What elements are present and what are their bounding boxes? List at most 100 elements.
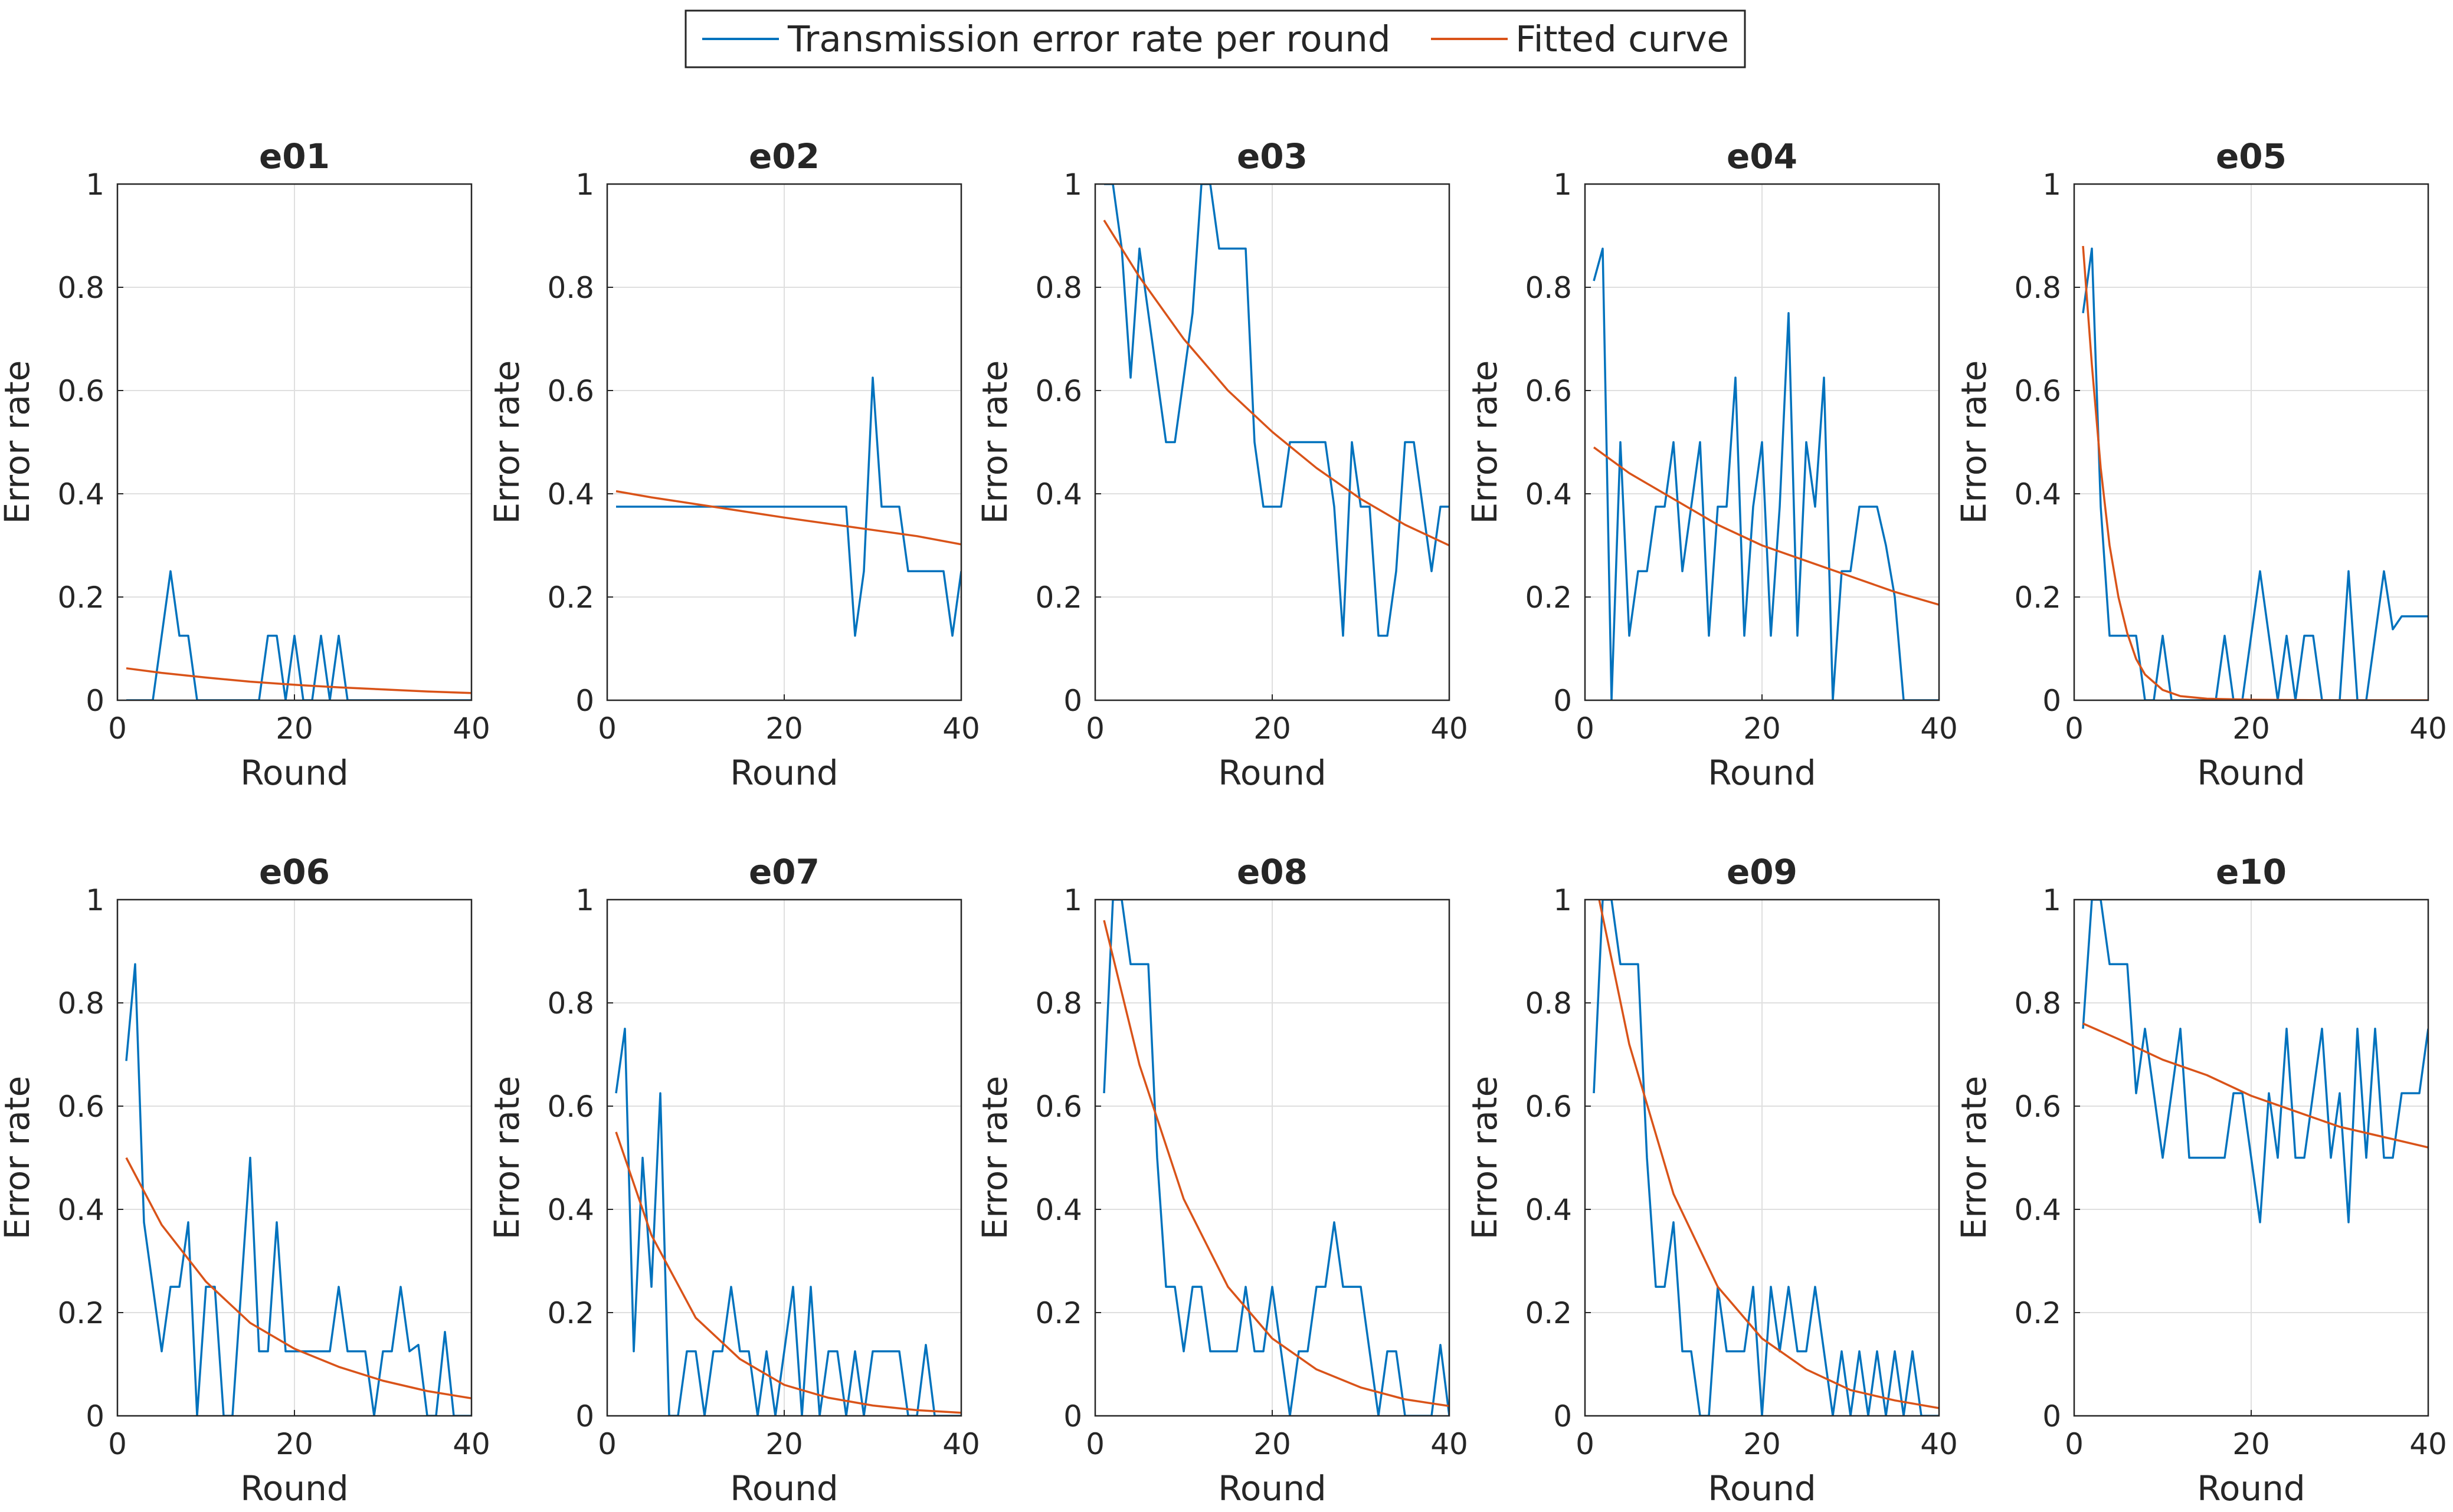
x-tick-label-e03: 20 <box>1253 711 1291 746</box>
y-tick-label-e09: 1 <box>1553 883 1572 917</box>
x-axis-label-e05: Round <box>2197 753 2305 793</box>
x-tick-label-e07: 0 <box>598 1427 617 1461</box>
x-axis-label-e07: Round <box>730 1468 839 1508</box>
y-tick-label-e02: 0.4 <box>547 477 594 511</box>
x-tick-label-e05: 0 <box>2065 711 2084 746</box>
y-axis-label-e10: Error rate <box>1954 1076 1994 1240</box>
subplot-e04: 0 20 40 0 0.2 0.4 0.6 0.8 1 e04 Round Error rate <box>1465 136 1958 793</box>
fitted-curve-e10 <box>2082 1022 2428 1149</box>
subplot-title-e08: e08 <box>1237 852 1308 892</box>
x-tick-label-e02: 20 <box>765 711 803 746</box>
axes-box-e05 <box>2073 183 2429 701</box>
y-tick-label-e10: 0.4 <box>2014 1193 2061 1227</box>
axes-box-e01 <box>116 183 473 701</box>
y-tick-label-e08: 0.2 <box>1035 1296 1082 1330</box>
y-tick-label-e01: 0.4 <box>57 477 104 511</box>
subplot-e08: 0 20 40 0 0.2 0.4 0.6 0.8 1 e08 Round Error rate <box>975 852 1468 1508</box>
y-tick-label-e03: 0.8 <box>1035 271 1082 305</box>
x-axis-label-e02: Round <box>730 753 839 793</box>
y-tick-label-e07: 0 <box>575 1399 594 1434</box>
axes-box-e10 <box>2073 898 2429 1417</box>
x-tick-label-e04: 0 <box>1576 711 1594 746</box>
subplot-title-e06: e06 <box>259 852 330 892</box>
x-tick-label-e06: 40 <box>453 1427 490 1461</box>
fitted-curve-e02 <box>615 490 961 546</box>
y-tick-label-e09: 0 <box>1553 1399 1572 1434</box>
error-rate-line-e03 <box>1104 184 1449 637</box>
x-tick-label-e08: 20 <box>1253 1427 1291 1461</box>
y-axis-label-e05: Error rate <box>1954 360 1994 524</box>
subplot-e01: 0 20 40 0 0.2 0.4 0.6 0.8 1 e01 Round Error rate <box>0 136 490 793</box>
x-tick-label-e10: 40 <box>2409 1427 2447 1461</box>
y-tick-label-e07: 0.8 <box>547 986 594 1021</box>
legend-label-fitted-curve: Fitted curve <box>1515 18 1729 60</box>
x-tick-label-e04: 20 <box>1743 711 1781 746</box>
x-axis-label-e06: Round <box>240 1468 349 1508</box>
y-tick-label-e02: 0.8 <box>547 271 594 305</box>
y-tick-label-e05: 0.2 <box>2014 580 2061 615</box>
y-tick-label-e02: 0.2 <box>547 580 594 615</box>
error-rate-line-e09 <box>1593 900 1939 1416</box>
y-tick-label-e03: 0.4 <box>1035 477 1082 511</box>
y-axis-label-e06: Error rate <box>0 1076 37 1240</box>
error-rate-line-e02 <box>616 376 961 637</box>
y-tick-label-e10: 0 <box>2042 1399 2061 1434</box>
axes-box-e06 <box>116 898 473 1417</box>
x-tick-label-e02: 40 <box>942 711 980 746</box>
y-tick-label-e01: 0 <box>86 684 104 718</box>
y-tick-label-e02: 0 <box>575 684 594 718</box>
subplot-title-e07: e07 <box>749 852 820 892</box>
y-tick-label-e06: 0.8 <box>57 986 104 1021</box>
subplot-e03: 0 20 40 0 0.2 0.4 0.6 0.8 1 e03 Round Error rate <box>975 136 1468 793</box>
y-tick-label-e07: 1 <box>575 883 594 917</box>
y-tick-label-e03: 0.2 <box>1035 580 1082 615</box>
subplot-title-e10: e10 <box>2216 852 2287 892</box>
fitted-curve-e01 <box>126 667 471 694</box>
y-axis-label-e08: Error rate <box>975 1076 1015 1240</box>
y-tick-label-e06: 0 <box>86 1399 104 1434</box>
x-tick-label-e03: 40 <box>1430 711 1468 746</box>
y-tick-label-e07: 0.2 <box>547 1296 594 1330</box>
error-rate-line-e08 <box>1103 900 1449 1416</box>
y-tick-label-e08: 0.8 <box>1035 986 1082 1021</box>
y-tick-label-e06: 0.2 <box>57 1296 104 1330</box>
legend-box <box>685 9 1746 68</box>
axes-box-e04 <box>1584 183 1940 701</box>
y-tick-label-e08: 0.4 <box>1035 1193 1082 1227</box>
x-tick-label-e06: 20 <box>276 1427 313 1461</box>
y-tick-label-e08: 0.6 <box>1035 1090 1082 1124</box>
y-tick-label-e05: 0.4 <box>2014 477 2061 511</box>
y-tick-label-e01: 1 <box>86 168 104 202</box>
subplot-title-e05: e05 <box>2216 136 2287 176</box>
subplot-title-e04: e04 <box>1727 136 1797 176</box>
y-tick-label-e04: 0.8 <box>1525 271 1572 305</box>
y-tick-label-e06: 0.4 <box>57 1193 104 1227</box>
x-axis-label-e10: Round <box>2197 1468 2305 1508</box>
y-tick-label-e09: 0.8 <box>1525 986 1572 1021</box>
x-tick-label-e03: 0 <box>1086 711 1105 746</box>
y-axis-label-e09: Error rate <box>1465 1076 1505 1240</box>
fitted-curve-e06 <box>125 1157 471 1400</box>
y-tick-label-e08: 1 <box>1063 883 1082 917</box>
subplot-e05: 0 20 40 0 0.2 0.4 0.6 0.8 1 e05 Round Error rate <box>1954 136 2447 793</box>
subplot-title-e09: e09 <box>1727 852 1797 892</box>
x-tick-label-e09: 40 <box>1920 1427 1958 1461</box>
y-tick-label-e08: 0 <box>1063 1399 1082 1434</box>
y-tick-label-e07: 0.4 <box>547 1193 594 1227</box>
y-tick-label-e02: 1 <box>575 168 594 202</box>
y-axis-label-e03: Error rate <box>975 360 1015 524</box>
y-tick-label-e06: 1 <box>86 883 104 917</box>
x-tick-label-e06: 0 <box>108 1427 127 1461</box>
x-tick-label-e10: 20 <box>2232 1427 2270 1461</box>
subplot-title-e01: e01 <box>259 136 330 176</box>
axes-box-e02 <box>606 183 962 701</box>
legend: Transmission error rate per round Fitted… <box>685 9 1746 68</box>
x-tick-label-e07: 20 <box>765 1427 803 1461</box>
y-tick-label-e05: 0.6 <box>2014 374 2061 408</box>
subplot-title-e03: e03 <box>1237 136 1308 176</box>
y-tick-label-e05: 1 <box>2042 168 2061 202</box>
fitted-curve-e04 <box>1593 446 1939 606</box>
x-axis-label-e03: Round <box>1218 753 1327 793</box>
x-tick-label-e09: 0 <box>1576 1427 1594 1461</box>
